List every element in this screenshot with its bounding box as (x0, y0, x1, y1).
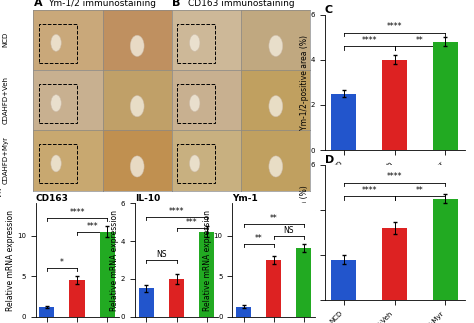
Ellipse shape (130, 35, 144, 57)
Text: ****: **** (169, 206, 184, 215)
Text: NCD: NCD (2, 32, 9, 47)
Text: **: ** (416, 186, 424, 195)
Bar (236, 307, 251, 317)
Y-axis label: Relative mRNA expression: Relative mRNA expression (203, 210, 212, 310)
Text: *: * (60, 258, 64, 267)
Text: ****: **** (362, 186, 377, 195)
Bar (39, 84, 77, 123)
Text: B: B (173, 0, 181, 8)
Text: ****: **** (69, 208, 85, 217)
Text: NS: NS (283, 226, 294, 234)
Text: **: ** (255, 234, 263, 243)
Text: ***: *** (86, 222, 98, 231)
Bar (177, 144, 216, 183)
Ellipse shape (130, 96, 144, 117)
Text: A: A (34, 0, 42, 8)
Text: Ym-1: Ym-1 (232, 194, 258, 203)
Bar (39, 144, 77, 183)
Text: ***: *** (186, 218, 198, 227)
Text: CDAHFD+Myr: CDAHFD+Myr (2, 136, 9, 184)
Y-axis label: CD163-positive area (%): CD163-positive area (%) (300, 186, 309, 279)
Text: D: D (325, 155, 334, 165)
Ellipse shape (51, 95, 61, 111)
Bar (70, 280, 84, 317)
Bar (39, 307, 55, 317)
Ellipse shape (51, 155, 61, 172)
Ellipse shape (269, 156, 283, 177)
Text: CD163 immunostaining: CD163 immunostaining (188, 0, 294, 8)
Bar (331, 94, 356, 150)
Text: ****: **** (362, 36, 377, 45)
Bar (382, 228, 407, 300)
Bar (177, 24, 216, 63)
Bar (266, 260, 281, 317)
Ellipse shape (269, 35, 283, 57)
Text: C: C (325, 5, 333, 15)
Ellipse shape (190, 95, 200, 111)
Ellipse shape (190, 35, 200, 51)
Text: IL-10: IL-10 (135, 194, 160, 203)
Bar (169, 279, 184, 317)
Bar (433, 199, 458, 300)
Ellipse shape (130, 156, 144, 177)
Text: E: E (0, 189, 2, 199)
Text: ****: **** (387, 22, 402, 31)
Bar (382, 60, 407, 150)
Bar (199, 232, 214, 317)
Text: ****: **** (387, 172, 402, 182)
Text: **: ** (270, 214, 278, 223)
Y-axis label: Relative mRNA expression: Relative mRNA expression (7, 210, 16, 310)
Y-axis label: Relative mRNA expression: Relative mRNA expression (110, 210, 119, 310)
Bar (177, 84, 216, 123)
Bar (100, 232, 115, 317)
Ellipse shape (51, 35, 61, 51)
Bar (296, 248, 311, 317)
Bar (331, 260, 356, 300)
Text: **: ** (416, 36, 424, 45)
Text: NS: NS (156, 250, 167, 259)
Text: CD163: CD163 (36, 194, 68, 203)
Text: Ym-1/2 immunostaining: Ym-1/2 immunostaining (48, 0, 156, 8)
Text: CDAHFD+Veh: CDAHFD+Veh (2, 76, 9, 124)
Bar (433, 42, 458, 150)
Ellipse shape (190, 155, 200, 172)
Bar (39, 24, 77, 63)
Ellipse shape (269, 96, 283, 117)
Bar (139, 288, 154, 317)
Y-axis label: Ym-1/2-positive area (%): Ym-1/2-positive area (%) (300, 35, 309, 130)
